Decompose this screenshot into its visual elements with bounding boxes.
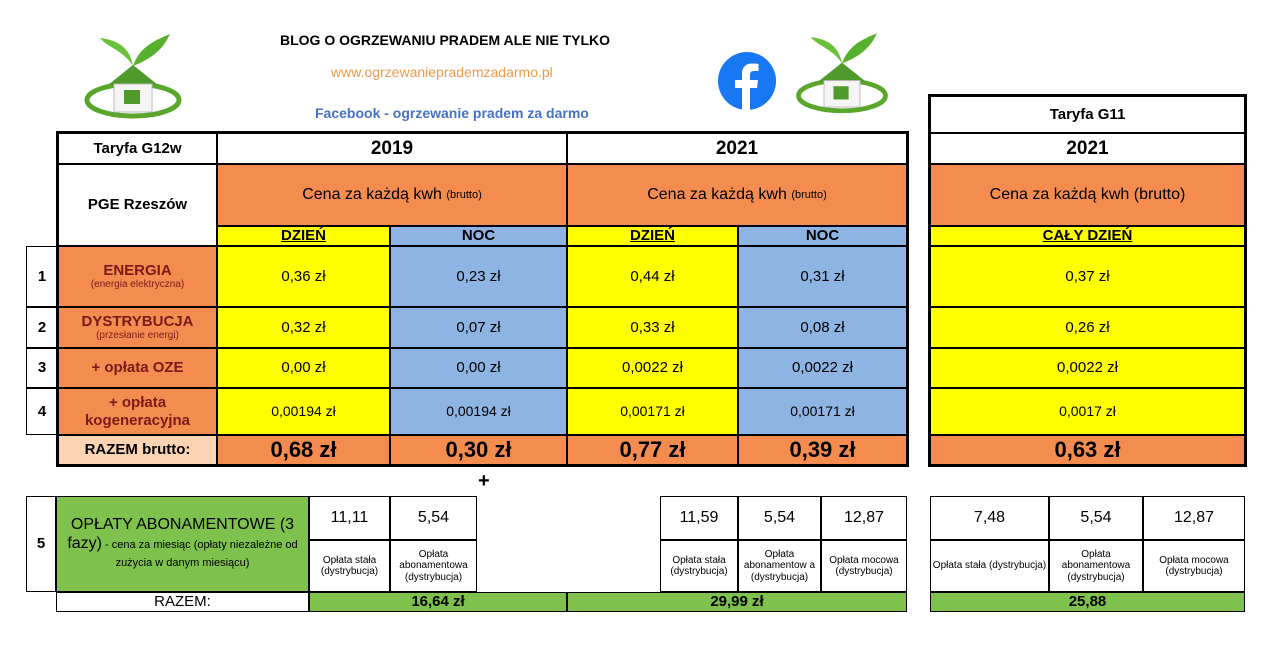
g11-year-header: 2021 (930, 133, 1245, 164)
fee-2019-abon-label: Opłata abonamentowa (dystrybucja) (390, 540, 477, 592)
facebook-link[interactable]: Facebook - ogrzewanie pradem za darmo (315, 105, 589, 121)
fees-label-main: OPŁATY ABONAMENTOWE (3 fazy) (67, 516, 295, 552)
price-2021-day: 0,33 zł (567, 307, 738, 348)
fee-g11-mocowa: 12,87 (1143, 496, 1245, 540)
year-2021-header: 2021 (567, 133, 907, 164)
price-2021-day: 0,00171 zł (567, 388, 738, 435)
price-2019-day: 0,00 zł (217, 348, 390, 388)
row-label-oze: + opłata OZE (58, 348, 217, 388)
row-number: 1 (26, 246, 58, 307)
fees-label: OPŁATY ABONAMENTOWE (3 fazy) - cena za m… (56, 496, 309, 592)
fee-g11-stala: 7,48 (930, 496, 1049, 540)
fees-sum-label: RAZEM: (56, 592, 309, 612)
total-label: RAZEM brutto: (58, 435, 217, 465)
g11-price-energia: 0,37 zł (930, 246, 1245, 307)
fee-2019-stala: 11,11 (309, 496, 390, 540)
price-2021-night: 0,0022 zł (738, 348, 907, 388)
price-2021-night: 0,08 zł (738, 307, 907, 348)
fee-g11-abon: 5,54 (1049, 496, 1143, 540)
fee-2021-abon: 5,54 (738, 496, 821, 540)
g11-table-frame (928, 94, 1247, 467)
fee-2021-abon-label: Opłata abonamentow a (dystrybucja) (738, 540, 821, 592)
total-2021-day: 0,77 zł (567, 435, 738, 465)
fee-g11-mocowa-label: Opłata mocowa (dystrybucja) (1143, 540, 1245, 592)
price-2019-day: 0,32 zł (217, 307, 390, 348)
house-logo-right (796, 33, 888, 114)
price-2021-night: 0,00171 zł (738, 388, 907, 435)
night-header-2021: NOC (738, 226, 907, 246)
fee-2019-stala-label: Opłata stała (dystrybucja) (309, 540, 390, 592)
g11-price-oze: 0,0022 zł (930, 348, 1245, 388)
price-2019-night: 0,23 zł (390, 246, 567, 307)
g11-price-header: Cena za każdą kwh (brutto) (930, 164, 1245, 226)
facebook-icon[interactable] (718, 52, 776, 110)
fees-sum-2021: 29,99 zł (567, 592, 907, 612)
house-logo-left (84, 34, 182, 119)
fees-label-sub: - cena za miesiąc (opłaty niezależne od … (102, 538, 298, 570)
fees-sum-g11: 25,88 (930, 592, 1245, 612)
price-header-suffix: (brutto) (446, 188, 482, 201)
price-header-suffix: (brutto) (791, 188, 827, 201)
row-label-dystrybucja: DYSTRYBUCJA (przesłanie energi) (58, 307, 217, 348)
total-2019-night: 0,30 zł (390, 435, 567, 465)
fee-2019-abon: 5,54 (390, 496, 477, 540)
day-header-2019: DZIEŃ (217, 226, 390, 246)
total-2019-day: 0,68 zł (217, 435, 390, 465)
fee-2021-stala: 11,59 (660, 496, 738, 540)
g12w-tariff-label: Taryfa G12w (58, 133, 217, 164)
row-label-main: ENERGIA (103, 262, 172, 280)
row-number: 3 (26, 348, 58, 388)
night-header-2019: NOC (390, 226, 567, 246)
year-2019-header: 2019 (217, 133, 567, 164)
price-2019-night: 0,07 zł (390, 307, 567, 348)
price-2019-night: 0,00 zł (390, 348, 567, 388)
price-2021-night: 0,31 zł (738, 246, 907, 307)
fee-g11-abon-label: Opłata abonamentowa (dystrybucja) (1049, 540, 1143, 592)
g11-total: 0,63 zł (930, 435, 1245, 465)
fee-2021-mocowa-label: Opłata mocowa (dystrybucja) (821, 540, 907, 592)
row-label-main: DYSTRYBUCJA (81, 313, 194, 331)
price-2021-day: 0,44 zł (567, 246, 738, 307)
row-label-sub: (energia elektryczna) (90, 279, 185, 291)
price-header-2019: Cena za każdą kwh (brutto) (217, 164, 567, 226)
price-2019-day: 0,36 zł (217, 246, 390, 307)
row-label-kogeneracja: + opłata kogeneracyjna (58, 388, 217, 435)
plus-sign: + (478, 470, 490, 492)
g11-tariff-label: Taryfa G11 (930, 96, 1245, 133)
fee-g11-stala-label: Opłata stała (dystrybucja) (930, 540, 1049, 592)
price-header-2021: Cena za każdą kwh (brutto) (567, 164, 907, 226)
g11-price-kogeneracja: 0,0017 zł (930, 388, 1245, 435)
row-label-energia: ENERGIA (energia elektryczna) (58, 246, 217, 307)
price-header-main: Cena za każdą kwh (647, 185, 787, 203)
total-2021-night: 0,39 zł (738, 435, 907, 465)
fees-sum-2019: 16,64 zł (309, 592, 567, 612)
row-label-sub: (przesłanie energi) (96, 330, 179, 342)
blog-title: BLOG O OGRZEWANIU PRADEM ALE NIE TYLKO (280, 32, 611, 48)
g11-all-day-header: CAŁY DZIEŃ (930, 226, 1245, 246)
price-2021-day: 0,0022 zł (567, 348, 738, 388)
price-2019-night: 0,00194 zł (390, 388, 567, 435)
row-number: 4 (26, 388, 58, 435)
price-header-main: Cena za każdą kwh (302, 185, 442, 203)
fees-row-number: 5 (26, 496, 56, 592)
operator-label: PGE Rzeszów (58, 164, 217, 246)
fee-2021-mocowa: 12,87 (821, 496, 907, 540)
price-2019-day: 0,00194 zł (217, 388, 390, 435)
row-number: 2 (26, 307, 58, 348)
website-link[interactable]: www.ogrzewanieprademzadarmo.pl (331, 64, 553, 80)
fee-2021-stala-label: Opłata stała (dystrybucja) (660, 540, 738, 592)
g11-price-dystrybucja: 0,26 zł (930, 307, 1245, 348)
day-header-2021: DZIEŃ (567, 226, 738, 246)
